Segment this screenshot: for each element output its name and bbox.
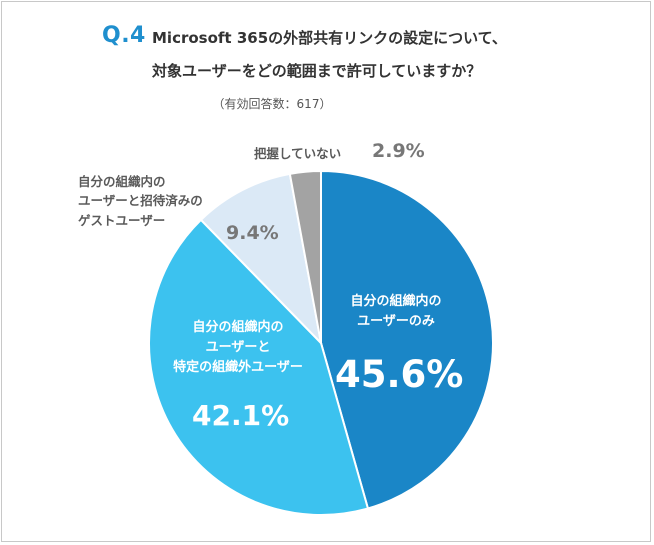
pie-slice-invited-guests	[199, 172, 323, 347]
pie-slice-specific-external	[148, 218, 370, 516]
slice-value-own-org-only: 45.6%	[335, 353, 464, 396]
slice-value-specific-external: 42.1%	[192, 399, 290, 432]
pie-slice-unknown	[288, 169, 322, 344]
slice-label-line: ユーザーのみ	[357, 314, 435, 330]
slice-value-invited-guests: 9.4%	[226, 222, 279, 244]
slice-label-invited-guests: 自分の組織内の ユーザーと招待済みの ゲストユーザー	[78, 172, 258, 230]
question-text-line-2: 対象ユーザーをどの範囲まで許可していますか？	[152, 62, 482, 80]
slice-label-line: ゲストユーザー	[78, 212, 166, 228]
slice-label-line: ユーザーと招待済みの	[78, 193, 203, 209]
slice-label-specific-external: 自分の組織内の ユーザーと 特定の組織外ユーザー	[150, 318, 326, 378]
pie-slice-own-org-only	[320, 169, 494, 510]
question-number: Q.4	[102, 23, 146, 48]
slice-value-unknown: 2.9%	[372, 140, 425, 162]
question-text-line-1: Microsoft 365の外部共有リンクの設定について、	[152, 29, 507, 47]
pie-slices	[148, 169, 494, 516]
slice-label-line: 自分の組織内の	[78, 174, 166, 189]
slice-label-line: 特定の組織外ユーザー	[173, 360, 303, 376]
slice-label-line: 自分の組織内の	[192, 320, 284, 335]
response-count-note: （有効回答数：617）	[212, 97, 332, 111]
slice-label-line: 自分の組織内の	[350, 294, 442, 309]
slice-label-own-org-only: 自分の組織内の ユーザーのみ	[326, 292, 466, 332]
slice-label-unknown: 把握していない	[254, 146, 342, 161]
slice-label-line: ユーザーと	[205, 340, 271, 356]
